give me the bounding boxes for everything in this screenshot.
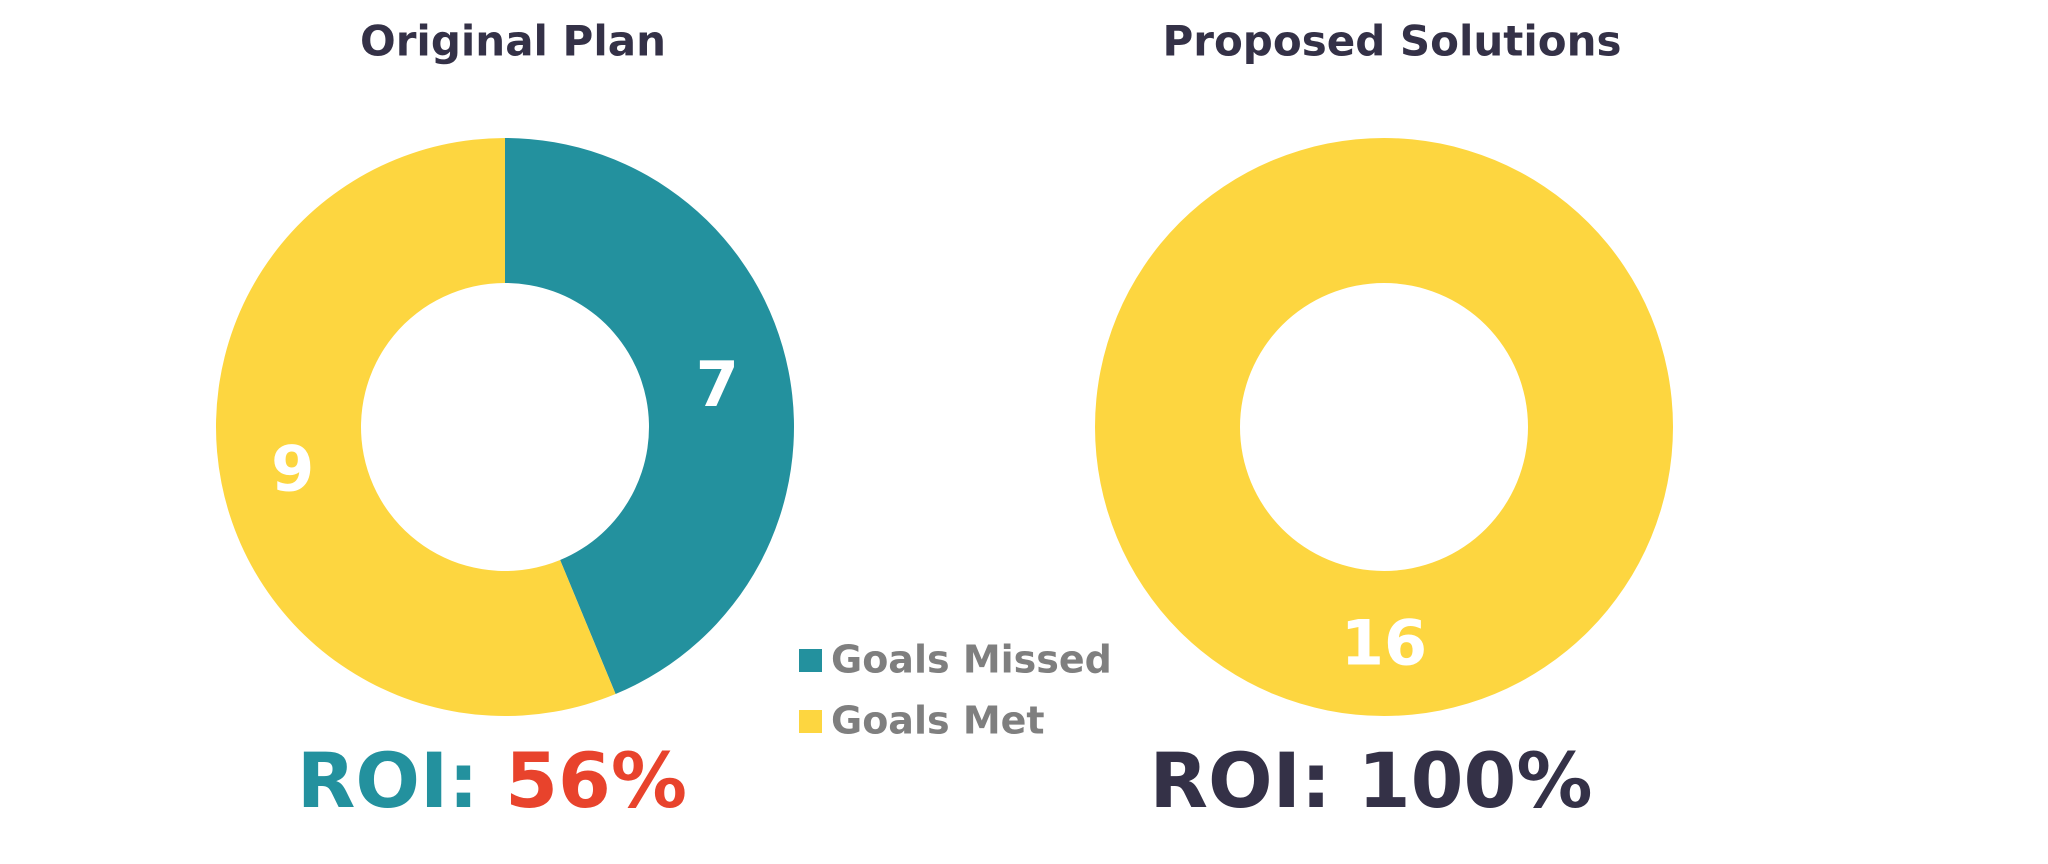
- legend-swatch: [799, 649, 822, 672]
- slice-label: 9: [271, 432, 314, 505]
- slice-label: 7: [696, 348, 739, 421]
- roi-value: 56%: [505, 736, 687, 825]
- roi-label: ROI:: [1149, 736, 1331, 825]
- legend-label: Goals Met: [831, 699, 1045, 743]
- donut-slice: [1095, 138, 1673, 716]
- legend-label: Goals Missed: [831, 638, 1112, 682]
- slice-label: 16: [1341, 607, 1427, 680]
- chart-title: Original Plan: [360, 17, 666, 66]
- roi-text: ROI: 100%: [1149, 736, 1592, 825]
- legend-swatch: [799, 710, 822, 733]
- roi-label: ROI:: [297, 736, 479, 825]
- roi-text: ROI: 56%: [297, 736, 687, 825]
- donut-slice: [216, 138, 616, 716]
- donut-slice: [505, 138, 794, 695]
- roi-value: 100%: [1358, 736, 1593, 825]
- chart-title: Proposed Solutions: [1162, 17, 1621, 66]
